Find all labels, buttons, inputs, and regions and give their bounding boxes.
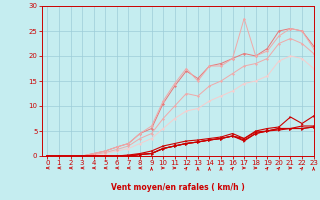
X-axis label: Vent moyen/en rafales ( km/h ): Vent moyen/en rafales ( km/h ) [111,183,244,192]
